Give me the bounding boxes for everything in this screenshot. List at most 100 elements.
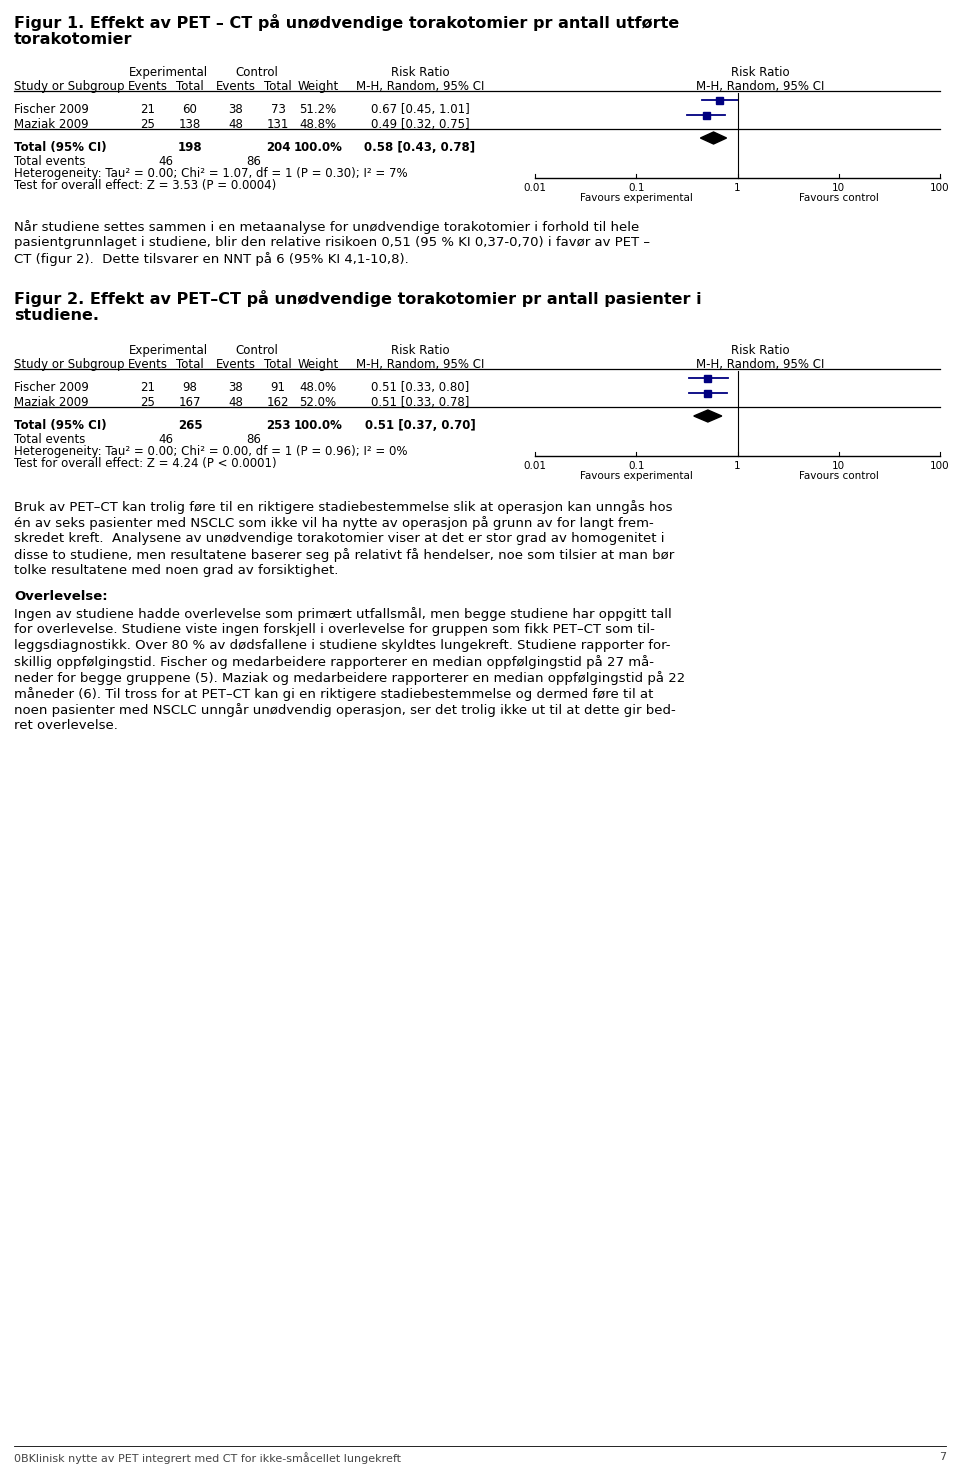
Text: 0.58 [0.43, 0.78]: 0.58 [0.43, 0.78]: [365, 141, 475, 154]
Text: Control: Control: [235, 344, 278, 357]
Text: 46: 46: [158, 433, 173, 447]
Text: 10: 10: [832, 183, 846, 193]
Text: 48.8%: 48.8%: [300, 119, 337, 130]
Text: Study or Subgroup: Study or Subgroup: [14, 81, 125, 94]
Text: 167: 167: [179, 395, 202, 408]
Text: Heterogeneity: Tau² = 0.00; Chi² = 0.00, df = 1 (P = 0.96); I² = 0%: Heterogeneity: Tau² = 0.00; Chi² = 0.00,…: [14, 445, 407, 458]
Text: M-H, Random, 95% CI: M-H, Random, 95% CI: [696, 359, 825, 370]
Text: skredet kreft.  Analysene av unødvendige torakotomier viser at det er stor grad : skredet kreft. Analysene av unødvendige …: [14, 531, 664, 545]
Text: Figur 1. Effekt av PET – CT på unødvendige torakotomier pr antall utførte: Figur 1. Effekt av PET – CT på unødvendi…: [14, 15, 680, 31]
Text: 198: 198: [178, 141, 203, 154]
Text: skillig oppfølgingstid. Fischer og medarbeidere rapporterer en median oppfølging: skillig oppfølgingstid. Fischer og medar…: [14, 654, 654, 669]
Text: 52.0%: 52.0%: [300, 395, 337, 408]
Text: 10: 10: [832, 461, 846, 471]
Text: 162: 162: [267, 395, 289, 408]
Text: Events: Events: [128, 81, 168, 94]
Text: Maziak 2009: Maziak 2009: [14, 119, 88, 130]
Text: Maziak 2009: Maziak 2009: [14, 395, 88, 408]
Text: 38: 38: [228, 381, 244, 394]
Text: 0.01: 0.01: [523, 183, 546, 193]
Text: 48.0%: 48.0%: [300, 381, 337, 394]
Text: studiene.: studiene.: [14, 307, 99, 324]
Text: Total events: Total events: [14, 433, 85, 447]
Bar: [705, 375, 711, 382]
Text: 0.01: 0.01: [523, 461, 546, 471]
Text: Weight: Weight: [298, 81, 339, 94]
Text: CT (figur 2).  Dette tilsvarer en NNT på 6 (95% KI 4,1-10,8).: CT (figur 2). Dette tilsvarer en NNT på …: [14, 252, 409, 266]
Text: 0.51 [0.33, 0.78]: 0.51 [0.33, 0.78]: [371, 395, 469, 408]
Text: 100: 100: [930, 183, 949, 193]
Bar: [705, 389, 711, 397]
Text: 48: 48: [228, 119, 244, 130]
Text: 91: 91: [271, 381, 285, 394]
Text: 0.51 [0.37, 0.70]: 0.51 [0.37, 0.70]: [365, 419, 475, 432]
Text: 100.0%: 100.0%: [294, 141, 343, 154]
Text: 48: 48: [228, 395, 244, 408]
Text: 0.49 [0.32, 0.75]: 0.49 [0.32, 0.75]: [371, 119, 469, 130]
Text: neder for begge gruppene (5). Maziak og medarbeidere rapporterer en median oppfø: neder for begge gruppene (5). Maziak og …: [14, 671, 685, 685]
Text: Heterogeneity: Tau² = 0.00; Chi² = 1.07, df = 1 (P = 0.30); I² = 7%: Heterogeneity: Tau² = 0.00; Chi² = 1.07,…: [14, 167, 408, 180]
Text: måneder (6). Til tross for at PET–CT kan gi en riktigere stadiebestemmelse og de: måneder (6). Til tross for at PET–CT kan…: [14, 687, 654, 701]
Text: 0.67 [0.45, 1.01]: 0.67 [0.45, 1.01]: [371, 102, 469, 116]
Text: Fischer 2009: Fischer 2009: [14, 381, 89, 394]
Text: 100.0%: 100.0%: [294, 419, 343, 432]
Polygon shape: [694, 410, 722, 422]
Text: 7: 7: [939, 1452, 946, 1463]
Text: tolke resultatene med noen grad av forsiktighet.: tolke resultatene med noen grad av forsi…: [14, 564, 338, 577]
Text: Figur 2. Effekt av PET–CT på unødvendige torakotomier pr antall pasienter i: Figur 2. Effekt av PET–CT på unødvendige…: [14, 290, 702, 307]
Bar: [716, 97, 724, 104]
Text: Total (95% CI): Total (95% CI): [14, 419, 107, 432]
Text: Experimental: Experimental: [129, 66, 207, 79]
Text: 0.1: 0.1: [628, 461, 644, 471]
Text: noen pasienter med NSCLC unngår unødvendig operasjon, ser det trolig ikke ut til: noen pasienter med NSCLC unngår unødvend…: [14, 703, 676, 717]
Text: 131: 131: [267, 119, 289, 130]
Text: Risk Ratio: Risk Ratio: [391, 66, 449, 79]
Text: M-H, Random, 95% CI: M-H, Random, 95% CI: [696, 81, 825, 94]
Text: 100: 100: [930, 461, 949, 471]
Text: Favours control: Favours control: [799, 193, 878, 203]
Text: 0BKlinisk nytte av PET integrert med CT for ikke-småcellet lungekreft: 0BKlinisk nytte av PET integrert med CT …: [14, 1452, 401, 1464]
Text: Favours experimental: Favours experimental: [580, 471, 693, 482]
Polygon shape: [701, 132, 727, 143]
Text: 51.2%: 51.2%: [300, 102, 337, 116]
Text: Når studiene settes sammen i en metaanalyse for unødvendige torakotomier i forho: Når studiene settes sammen i en metaanal…: [14, 220, 639, 234]
Text: 1: 1: [734, 183, 741, 193]
Text: 60: 60: [182, 102, 198, 116]
Text: 21: 21: [140, 102, 156, 116]
Text: ret overlevelse.: ret overlevelse.: [14, 719, 118, 732]
Text: Overlevelse:: Overlevelse:: [14, 590, 108, 603]
Text: 86: 86: [246, 433, 261, 447]
Text: Favours experimental: Favours experimental: [580, 193, 693, 203]
Text: 138: 138: [179, 119, 202, 130]
Text: Events: Events: [128, 359, 168, 370]
Text: 73: 73: [271, 102, 285, 116]
Text: M-H, Random, 95% CI: M-H, Random, 95% CI: [356, 81, 484, 94]
Text: 21: 21: [140, 381, 156, 394]
Text: Total events: Total events: [14, 155, 85, 168]
Text: Total: Total: [176, 81, 204, 94]
Text: Total: Total: [264, 359, 292, 370]
Text: 253: 253: [266, 419, 290, 432]
Text: for overlevelse. Studiene viste ingen forskjell i overlevelse for gruppen som fi: for overlevelse. Studiene viste ingen fo…: [14, 624, 655, 635]
Text: 204: 204: [266, 141, 290, 154]
Text: Favours control: Favours control: [799, 471, 878, 482]
Text: Risk Ratio: Risk Ratio: [391, 344, 449, 357]
Text: Total: Total: [176, 359, 204, 370]
Text: 25: 25: [140, 119, 156, 130]
Text: M-H, Random, 95% CI: M-H, Random, 95% CI: [356, 359, 484, 370]
Text: Test for overall effect: Z = 4.24 (P < 0.0001): Test for overall effect: Z = 4.24 (P < 0…: [14, 457, 276, 470]
Text: 1: 1: [734, 461, 741, 471]
Text: Total: Total: [264, 81, 292, 94]
Text: torakotomier: torakotomier: [14, 32, 132, 47]
Text: Fischer 2009: Fischer 2009: [14, 102, 89, 116]
Text: pasientgrunnlaget i studiene, blir den relative risikoen 0,51 (95 % KI 0,37-0,70: pasientgrunnlaget i studiene, blir den r…: [14, 236, 650, 249]
Text: 25: 25: [140, 395, 156, 408]
Text: Events: Events: [216, 359, 256, 370]
Text: Total (95% CI): Total (95% CI): [14, 141, 107, 154]
Bar: [703, 111, 709, 119]
Text: 265: 265: [178, 419, 203, 432]
Text: Risk Ratio: Risk Ratio: [731, 344, 789, 357]
Text: 0.1: 0.1: [628, 183, 644, 193]
Text: 38: 38: [228, 102, 244, 116]
Text: 98: 98: [182, 381, 198, 394]
